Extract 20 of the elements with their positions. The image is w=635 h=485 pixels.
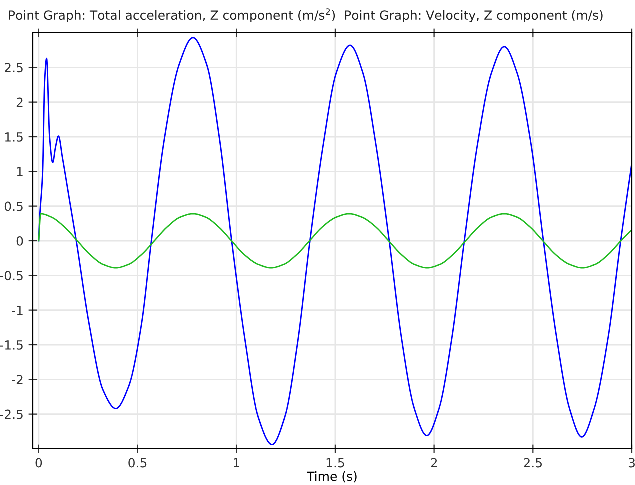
x-tick-label: 2 (431, 458, 438, 468)
y-tick-label: 1.5 (5, 132, 23, 142)
y-tick-label: 0.5 (4, 202, 23, 212)
x-tick-label: 3 (628, 458, 635, 468)
x-tick-label: 0.5 (128, 458, 147, 468)
y-tick-label: 0 (16, 236, 24, 246)
y-tick-label: -2.5 (0, 410, 23, 420)
x-axis-title: Time (s) (307, 472, 357, 483)
x-tick-label: 2.5 (524, 458, 542, 468)
y-tick-label: -0.5 (0, 271, 23, 281)
y-tick-label: -1 (12, 306, 23, 316)
x-tick-label: 0 (36, 458, 42, 468)
y-tick-label: -1.5 (0, 340, 23, 350)
chart-title: Point Graph: Total acceleration, Z component (m/s$^{2}$) Point Graph: Velocity, Z component (m/s) (9, 8, 603, 23)
y-tick-label: 2 (16, 98, 23, 108)
y-tick-label: 1 (17, 167, 23, 176)
x-tick-label: 1.5 (326, 458, 344, 468)
y-tick-label: 2.5 (5, 63, 23, 73)
y-tick-label: -2 (12, 375, 23, 384)
x-tick-label: 1 (234, 458, 240, 468)
